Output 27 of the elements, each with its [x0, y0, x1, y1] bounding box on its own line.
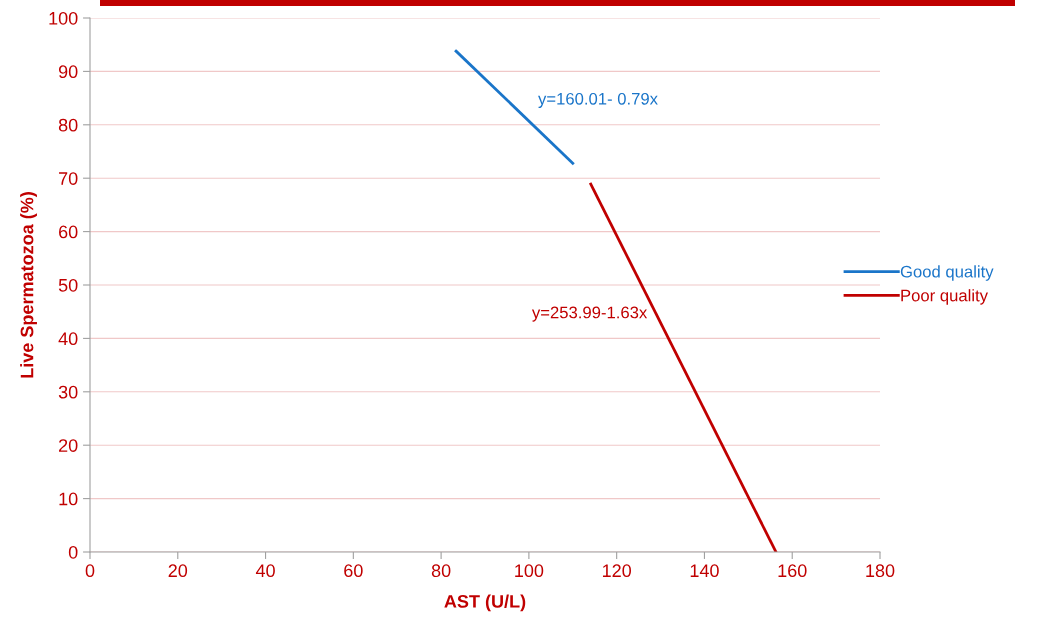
y-tick-label: 30: [58, 385, 78, 399]
x-tick-label: 0: [85, 564, 95, 578]
legend-label: Good quality: [900, 265, 994, 281]
legend-label: Poor quality: [901, 289, 988, 305]
x-tick-label: 100: [515, 564, 544, 578]
y-tick-label: 80: [58, 118, 78, 132]
x-tick-label: 80: [431, 564, 451, 578]
x-tick-label: 140: [690, 564, 719, 578]
y-tick-label: 20: [59, 439, 78, 452]
y-axis-title: Live Spermatozoa (%): [20, 192, 37, 378]
y-tick-label: 70: [59, 172, 78, 185]
y-tick-label: 40: [58, 332, 78, 346]
annotation: y=160.01- 0.79x: [538, 92, 658, 108]
x-tick-label: 20: [168, 564, 188, 578]
y-tick-label: 0: [68, 545, 78, 559]
x-tick-label: 40: [255, 564, 275, 578]
x-axis-title: AST (U/L): [444, 594, 526, 612]
x-tick-label: 120: [602, 564, 632, 578]
y-tick-label: 50: [58, 278, 78, 292]
annotation: y=253.99-1.63x: [531, 306, 648, 322]
y-tick-label: 90: [58, 65, 78, 79]
x-tick-label: 160: [778, 564, 807, 578]
x-tick-label: 60: [344, 564, 363, 578]
y-tick-label: 100: [49, 11, 78, 25]
y-tick-label: 10: [59, 492, 78, 506]
y-tick-label: 60: [59, 225, 78, 239]
x-tick-label: 180: [866, 564, 895, 578]
